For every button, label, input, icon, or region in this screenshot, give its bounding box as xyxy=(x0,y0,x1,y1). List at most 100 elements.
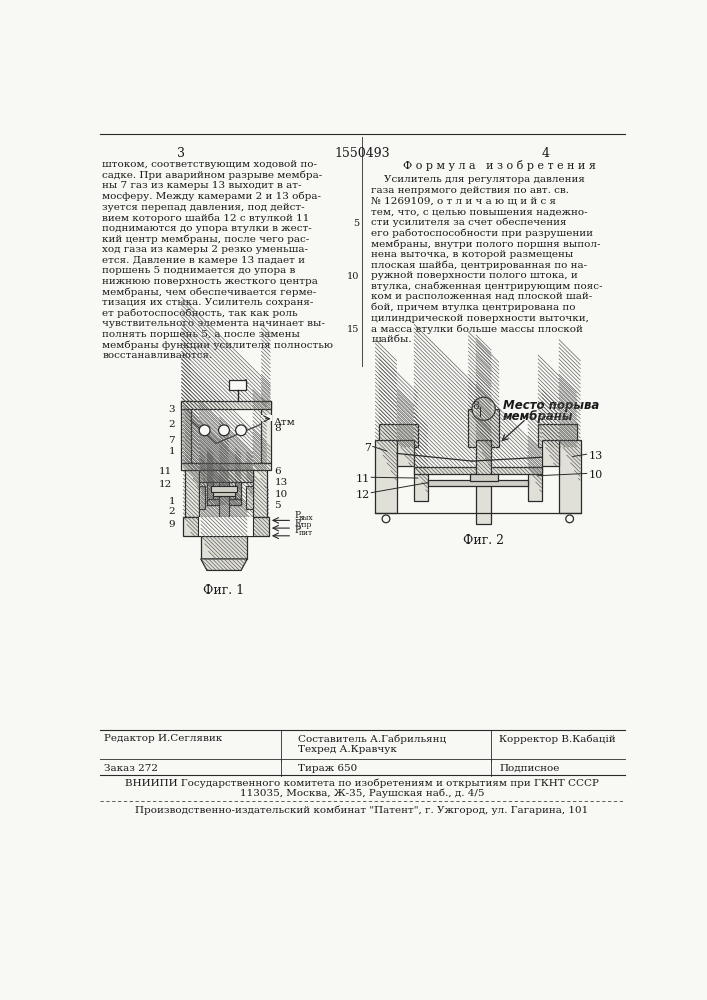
Bar xyxy=(261,415,272,421)
Text: 11: 11 xyxy=(159,466,172,476)
Text: ны 7 газ из камеры 13 выходит в ат-: ны 7 газ из камеры 13 выходит в ат- xyxy=(103,181,302,190)
Text: № 1269109, о т л и ч а ю щ и й с я: № 1269109, о т л и ч а ю щ и й с я xyxy=(371,197,556,206)
Text: мембраны функции усилителя полностью: мембраны функции усилителя полностью xyxy=(103,341,333,350)
Text: Р: Р xyxy=(295,519,300,528)
Text: 9: 9 xyxy=(168,520,175,529)
Bar xyxy=(182,401,191,463)
Text: кий центр мембраны, после чего рас-: кий центр мембраны, после чего рас- xyxy=(103,234,310,244)
Bar xyxy=(182,463,271,470)
Text: штоком, соответствующим ходовой по-: штоком, соответствующим ходовой по- xyxy=(103,160,317,169)
Circle shape xyxy=(566,515,573,523)
Bar xyxy=(211,486,237,492)
Text: мембраны, внутри полого поршня выпол-: мембраны, внутри полого поршня выпол- xyxy=(371,239,601,249)
Text: зуется перепад давления, под дейст-: зуется перепад давления, под дейст- xyxy=(103,203,305,212)
Text: газа непрямого действия по авт. св.: газа непрямого действия по авт. св. xyxy=(371,186,569,195)
Bar xyxy=(199,486,206,509)
Text: ВНИИПИ Государственного комитета по изобретениям и открытиям при ГКНТ СССР: ВНИИПИ Государственного комитета по изоб… xyxy=(125,778,599,788)
Text: мембраны, чем обеспечивается герме-: мембраны, чем обеспечивается герме- xyxy=(103,288,317,297)
Bar xyxy=(230,380,247,389)
Text: 113035, Москва, Ж-35, Раушская наб., д. 4/5: 113035, Москва, Ж-35, Раушская наб., д. … xyxy=(240,788,484,798)
Text: Подписное: Подписное xyxy=(499,764,559,773)
Text: Редактор И.Сеглявик: Редактор И.Сеглявик xyxy=(104,734,222,743)
Text: сти усилителя за счет обеспечения: сти усилителя за счет обеспечения xyxy=(371,218,567,227)
Bar xyxy=(538,424,577,447)
Text: 7: 7 xyxy=(168,436,175,445)
Bar xyxy=(207,499,241,505)
Text: 2: 2 xyxy=(168,420,175,429)
Bar xyxy=(542,440,559,466)
Text: Р: Р xyxy=(295,526,300,535)
Text: Техред А.Кравчук: Техред А.Кравчук xyxy=(298,745,397,754)
Circle shape xyxy=(199,425,210,436)
Bar xyxy=(261,401,271,463)
Text: вием которого шайба 12 с втулкой 11: вием которого шайба 12 с втулкой 11 xyxy=(103,213,310,223)
Text: Составитель А.Габрильянц: Составитель А.Габрильянц xyxy=(298,734,446,744)
Text: Ф о р м у л а   и з о б р е т е н и я: Ф о р м у л а и з о б р е т е н и я xyxy=(403,160,595,171)
Bar xyxy=(414,466,542,474)
Text: ком и расположенная над плоской шай-: ком и расположенная над плоской шай- xyxy=(371,292,592,301)
Circle shape xyxy=(382,515,390,523)
Bar xyxy=(199,517,253,536)
Text: плоская шайба, центрированная по на-: плоская шайба, центрированная по на- xyxy=(371,260,588,270)
Bar xyxy=(375,440,397,513)
Text: Тираж 650: Тираж 650 xyxy=(298,764,357,773)
Text: 10: 10 xyxy=(274,490,288,499)
Text: 4: 4 xyxy=(242,379,248,388)
Text: бой, причем втулка центрирована по: бой, причем втулка центрирована по xyxy=(371,303,575,312)
Text: 6: 6 xyxy=(274,466,281,476)
Text: 10: 10 xyxy=(588,470,602,480)
Text: 12: 12 xyxy=(159,480,172,489)
Bar xyxy=(559,440,580,513)
Circle shape xyxy=(235,425,247,436)
Text: втулка, снабженная центрирующим пояс-: втулка, снабженная центрирующим пояс- xyxy=(371,282,603,291)
Text: ружной поверхности полого штока, и: ружной поверхности полого штока, и xyxy=(371,271,578,280)
Bar xyxy=(191,409,261,463)
Text: 1: 1 xyxy=(168,447,175,456)
Text: Атм: Атм xyxy=(274,418,296,427)
Text: вых: вых xyxy=(298,514,313,522)
Text: поршень 5 поднимается до упора в: поршень 5 поднимается до упора в xyxy=(103,266,296,275)
Circle shape xyxy=(218,425,230,436)
Text: 4: 4 xyxy=(542,147,549,160)
Bar xyxy=(235,482,241,505)
Bar xyxy=(428,480,528,486)
Text: тизация их стыка. Усилитель сохраня-: тизация их стыка. Усилитель сохраня- xyxy=(103,298,314,307)
Bar xyxy=(199,470,252,482)
Bar xyxy=(201,536,247,559)
Bar xyxy=(207,482,213,505)
Text: 1: 1 xyxy=(168,497,175,506)
Text: чувствительного элемента начинает вы-: чувствительного элемента начинает вы- xyxy=(103,319,325,328)
Bar xyxy=(397,440,414,466)
Bar xyxy=(182,401,271,409)
Text: 7: 7 xyxy=(364,443,371,453)
Bar xyxy=(468,409,499,447)
Circle shape xyxy=(472,397,495,420)
Text: ется. Давление в камере 13 падает и: ется. Давление в камере 13 падает и xyxy=(103,256,305,265)
Text: 11: 11 xyxy=(356,474,370,484)
Bar xyxy=(469,474,498,481)
Text: упр: упр xyxy=(298,521,312,529)
Text: 15: 15 xyxy=(347,325,360,334)
Text: тем, что, с целью повышения надежно-: тем, что, с целью повышения надежно- xyxy=(371,207,588,216)
Text: 13: 13 xyxy=(274,478,288,487)
Bar xyxy=(379,424,418,447)
Text: 1550493: 1550493 xyxy=(334,147,390,160)
Text: садке. При аварийном разрыве мембра-: садке. При аварийном разрыве мембра- xyxy=(103,171,322,180)
Text: ход газа из камеры 2 резко уменьша-: ход газа из камеры 2 резко уменьша- xyxy=(103,245,308,254)
Text: 8: 8 xyxy=(472,401,479,411)
Text: Р: Р xyxy=(295,511,300,520)
Text: мосферу. Между камерами 2 и 13 обра-: мосферу. Между камерами 2 и 13 обра- xyxy=(103,192,321,201)
Text: пит: пит xyxy=(298,529,312,537)
Text: полнять поршень 5, а после замены: полнять поршень 5, а после замены xyxy=(103,330,300,339)
Text: Место порыва: Место порыва xyxy=(503,399,600,412)
Text: 8: 8 xyxy=(274,424,281,433)
Text: 12: 12 xyxy=(356,490,370,500)
Bar xyxy=(414,466,428,501)
Text: поднимаются до упора втулки в жест-: поднимаются до упора втулки в жест- xyxy=(103,224,312,233)
Bar xyxy=(247,486,252,509)
Bar xyxy=(252,463,267,517)
Bar xyxy=(185,463,199,517)
Text: Фиг. 2: Фиг. 2 xyxy=(463,534,504,547)
Text: 3: 3 xyxy=(177,147,185,160)
Polygon shape xyxy=(201,559,247,570)
